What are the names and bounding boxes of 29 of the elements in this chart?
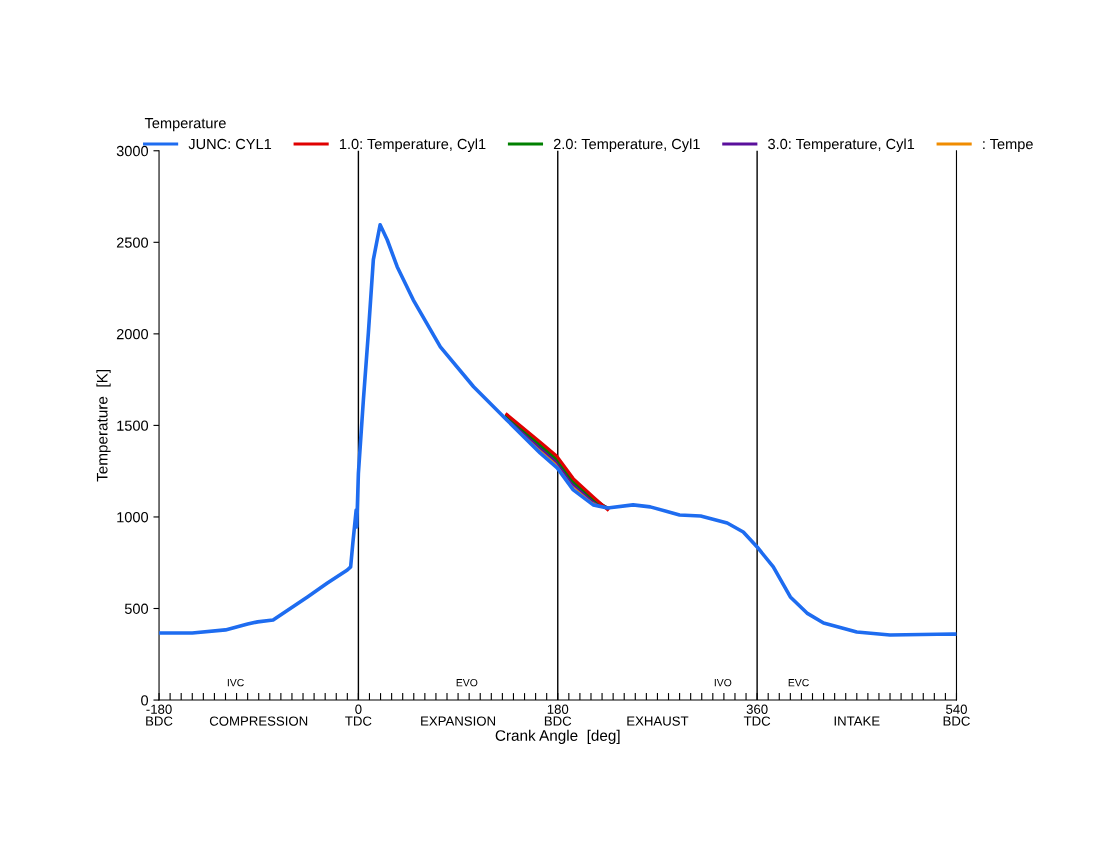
- annotation: IVO: [714, 678, 732, 687]
- legend-label: 2.0: Temperature, Cyl1: [553, 138, 700, 153]
- x-tick-label: EXHAUST: [627, 716, 689, 726]
- x-tick-label: 360 TDC: [743, 704, 771, 726]
- y-tick-label: 0: [141, 695, 149, 706]
- x-tick-label: EXPANSION: [421, 716, 496, 726]
- y-tick-label: 1000: [117, 512, 149, 523]
- annotation: EVO: [456, 678, 478, 687]
- y-tick-label: 500: [124, 603, 149, 614]
- legend-label: JUNC: CYL1: [188, 138, 272, 150]
- y-tick-label: 3000: [116, 145, 149, 157]
- line-series: [159, 222, 957, 637]
- x-axis-title: Crank Angle [deg]: [495, 729, 620, 744]
- x-tick-label: COMPRESSION: [209, 716, 308, 726]
- x-tick-label: 540 BDC: [943, 704, 970, 726]
- annotation: EVC: [788, 678, 809, 687]
- legend-title: Temperature: [144, 118, 226, 132]
- x-tick-label: 0 TDC: [345, 704, 372, 726]
- y-tick-label: 2500: [116, 237, 149, 248]
- annotation: IVC: [227, 678, 244, 687]
- x-tick-label: 180 BDC: [544, 704, 572, 726]
- legend-label: : Tempe: [983, 139, 1033, 153]
- x-tick-label: -180 BDC: [146, 704, 173, 726]
- y-axis-title: Temperature [K]: [96, 370, 111, 482]
- x-tick-label: INTAKE: [834, 716, 880, 726]
- legend-label: 3.0: Temperature, Cyl1: [768, 138, 915, 153]
- y-tick-label: 2000: [116, 328, 149, 340]
- y-tick-label: 1500: [117, 420, 149, 431]
- legend-label: 1.0: Temperature, Cyl1: [339, 138, 486, 153]
